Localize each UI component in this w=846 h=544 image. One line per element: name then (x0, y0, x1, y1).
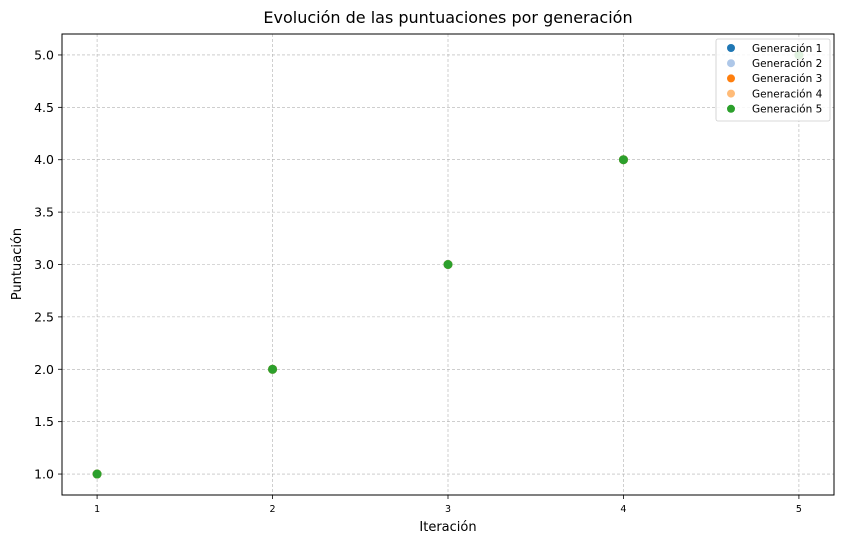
y-tick-label: 2.5 (34, 309, 54, 324)
x-axis-ticks: 1 2 3 4 5 (94, 495, 802, 515)
x-tick-label: 2 (270, 504, 276, 515)
legend-label: Generación 2 (752, 58, 822, 70)
legend-label: Generación 3 (752, 73, 822, 85)
y-tick-label: 2.0 (34, 362, 54, 377)
legend-box (715, 38, 831, 122)
chart-title: Evolución de las puntuaciones por genera… (263, 8, 632, 27)
x-tick-label: 5 (796, 504, 802, 515)
data-point (268, 364, 278, 374)
legend-marker (727, 104, 735, 113)
legend-marker (727, 89, 735, 98)
data-point (443, 260, 453, 269)
y-tick-label: 1.5 (34, 414, 54, 429)
legend-marker (727, 74, 735, 83)
data-point (92, 469, 102, 479)
x-axis-label: Iteración (419, 520, 476, 535)
y-tick-label: 3.0 (34, 257, 54, 272)
legend-marker (727, 59, 735, 68)
y-tick-label: 1.0 (34, 467, 54, 482)
x-tick-label: 3 (445, 504, 451, 515)
y-axis-ticks: 1.0 1.5 2.0 2.5 3.0 3.5 4.0 4.5 5.0 (34, 47, 62, 482)
x-tick-label: 1 (94, 504, 100, 515)
y-tick-label: 4.5 (34, 100, 54, 115)
y-tick-label: 4.0 (34, 152, 54, 167)
legend-label: Generación 1 (752, 43, 822, 55)
legend-label: Generación 4 (752, 88, 823, 100)
y-tick-label: 5.0 (34, 47, 54, 62)
legend-label: Generación 5 (752, 104, 822, 116)
y-tick-label: 3.5 (34, 205, 54, 220)
data-point (618, 155, 628, 165)
x-tick-label: 4 (620, 504, 626, 515)
legend-marker (727, 44, 735, 52)
legend: Generación 1 Generación 2 Generación 3 Gene… (715, 38, 831, 122)
y-axis-label: Puntuación (10, 228, 25, 300)
